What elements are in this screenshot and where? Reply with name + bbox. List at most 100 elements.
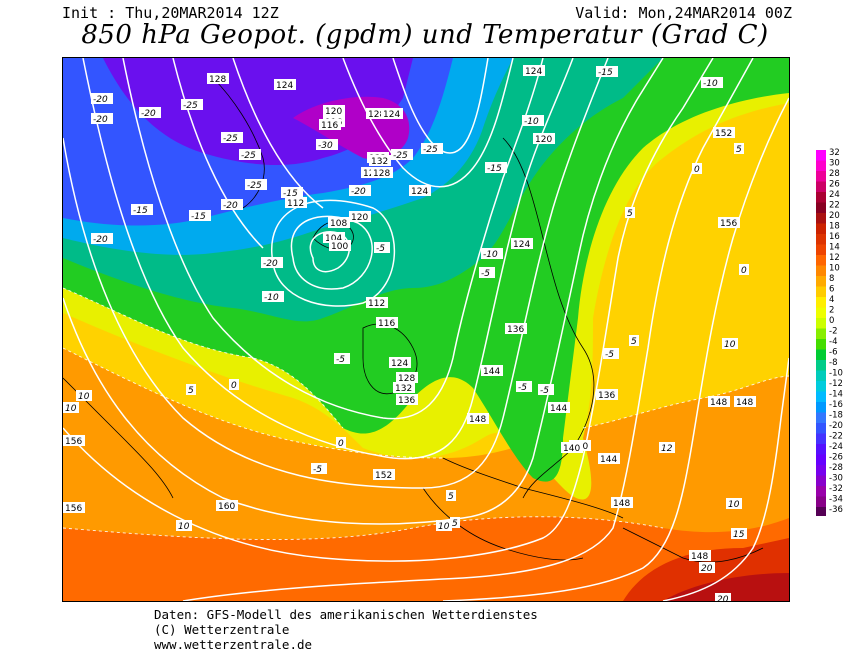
temperature-label: 0	[694, 165, 700, 175]
colorbar-label: -30	[829, 474, 843, 484]
geopotential-label: 136	[598, 391, 615, 401]
isoline-trough-1	[122, 58, 544, 420]
valid-time: Valid: Mon,24MAR2014 00Z	[575, 4, 792, 22]
temperature-label: 0	[741, 266, 747, 276]
geopotential-label-box	[708, 396, 730, 407]
geopotential-label: 100	[331, 242, 348, 252]
isoline-ridge-4	[662, 357, 789, 601]
geopotential-label: 144	[600, 455, 617, 465]
temperature-label: -15	[133, 206, 148, 216]
geopotential-label-box	[561, 442, 583, 453]
temperature-label-box	[479, 267, 495, 278]
geopotential-label-box	[349, 211, 371, 222]
temperature-label: -30	[318, 141, 333, 151]
geopotential-label: 112	[287, 199, 304, 209]
colorbar-swatch	[816, 223, 826, 234]
colorbar-label: 0	[829, 316, 834, 326]
colorbar-label: 26	[829, 180, 840, 190]
geopotential-label: 120	[351, 213, 368, 223]
geopotential-label: 124	[525, 67, 542, 77]
geopotential-label: 120	[535, 135, 552, 145]
temperature-label-box	[596, 66, 618, 77]
geopotential-label-box	[328, 217, 350, 228]
temperature-label-box	[63, 402, 79, 413]
temperature-label-box	[181, 99, 203, 110]
colorbar-label: -2	[829, 327, 837, 337]
coastline-france	[442, 457, 624, 519]
temperature-label-box	[734, 143, 744, 154]
colorbar-swatch	[816, 171, 826, 182]
colorbar-label: 24	[829, 190, 840, 200]
temperature-label-box	[659, 442, 675, 453]
temperature-label-box	[316, 139, 338, 150]
geopotential-label: 148	[736, 398, 753, 408]
temperature-label: 0	[231, 381, 237, 391]
temperature-label: 10	[438, 522, 450, 532]
colorbar-swatch	[816, 381, 826, 392]
temperature-label-box	[516, 381, 532, 392]
geopotential-label-box	[393, 382, 415, 393]
geopotential-labels: 1281241201161281241161321281201241521121…	[63, 65, 756, 562]
temperature-label: -20	[93, 95, 108, 105]
colorbar-label: 20	[829, 211, 840, 221]
geopotential-label-box	[396, 394, 418, 405]
geopotential-label-box	[611, 497, 633, 508]
geopotential-label: 136	[507, 325, 524, 335]
map-title: 850 hPa Geopot. (gpdm) und Temperatur (G…	[81, 20, 769, 50]
temperature-label-box	[701, 77, 723, 88]
geopotential-label-box	[371, 167, 393, 178]
colorbar-swatch	[816, 234, 826, 245]
isoline-trough-2	[82, 58, 574, 460]
colorbar-swatch	[816, 297, 826, 308]
warm-zone-south	[63, 516, 789, 601]
colorbar-swatch	[816, 433, 826, 444]
temperature-label: -20	[141, 109, 156, 119]
colorbar-label: 6	[829, 285, 834, 295]
temperature-label: 15	[733, 530, 745, 540]
geopotential-label: 156	[65, 437, 82, 447]
isoline-low-ring	[290, 215, 373, 290]
coastline-scandinavia	[502, 137, 595, 499]
geopotential-label-box	[274, 79, 296, 90]
footer-url[interactable]: www.wetterzentrale.de	[154, 637, 313, 652]
geopotential-label: 124	[383, 110, 400, 120]
colorbar-label: 18	[829, 222, 840, 232]
geopotential-label-box	[216, 500, 238, 511]
temperature-label: -10	[524, 117, 539, 127]
geopotential-label-box	[285, 197, 307, 208]
isoline-north-3	[232, 58, 324, 209]
temperature-colorbar: 32 30 28 26 24 22 20 18 16 14 12 10 8 6 4 2 0 -2 -4 -6 -8 -10…	[814, 146, 850, 518]
temperature-label-box	[699, 562, 715, 573]
geopotential-label-box	[323, 105, 345, 116]
geopotential-label-box	[323, 232, 345, 243]
geopotential-label-box	[389, 357, 411, 368]
geopotential-label-box	[734, 396, 756, 407]
temperature-label: -5	[518, 383, 527, 393]
temp-isoline-4	[63, 516, 664, 540]
colorbar-swatch	[816, 150, 826, 161]
colorbar-swatch	[816, 307, 826, 318]
geopotential-label: 144	[483, 367, 500, 377]
geopotential-label: 124	[391, 359, 408, 369]
temperature-label: -5	[313, 465, 322, 475]
colorbar-swatch	[816, 454, 826, 465]
temperature-label-box	[91, 93, 113, 104]
temperature-label-box	[446, 490, 456, 501]
footer-data-source: Daten: GFS-Modell des amerikanischen Wet…	[154, 607, 538, 622]
temperature-label-box	[76, 390, 92, 401]
temperature-label-box	[176, 520, 192, 531]
temperature-labels: -20-20-20-25-25-25-20-25-20-30-20-15-10-…	[63, 66, 749, 601]
geopotential-label-box	[373, 469, 395, 480]
geopotential-label: 148	[691, 552, 708, 562]
temperature-label: 20	[717, 595, 729, 601]
colorbar-label: -22	[829, 432, 843, 442]
temperature-label-box	[629, 335, 639, 346]
temperature-label-box	[625, 207, 635, 218]
temperature-isolines	[63, 287, 789, 540]
temperature-label-box	[692, 163, 702, 174]
colorbar-label: 16	[829, 232, 840, 242]
colorbar-swatch	[816, 255, 826, 266]
colorbar-label: 10	[829, 264, 840, 274]
temperature-label: 10	[728, 500, 740, 510]
geopotential-label: 132	[371, 157, 388, 167]
